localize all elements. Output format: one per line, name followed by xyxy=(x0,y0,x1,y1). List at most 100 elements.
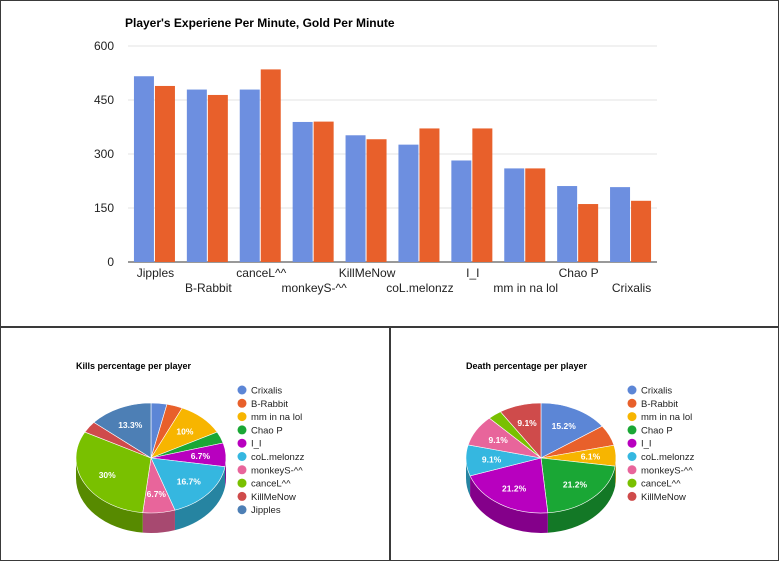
legend-label: B-Rabbit xyxy=(641,399,678,410)
pie-slice xyxy=(540,402,603,459)
bar xyxy=(260,69,281,263)
legend-marker xyxy=(627,398,637,408)
bar xyxy=(133,76,154,263)
bar xyxy=(186,89,207,262)
pie-slice-label: 6.7% xyxy=(147,489,167,499)
pie-slice xyxy=(93,402,152,459)
legend-label: monkeyS-^^ xyxy=(641,465,693,476)
pie-slice xyxy=(540,457,616,514)
pie-slice-side xyxy=(470,475,548,533)
legend-label: canceL^^ xyxy=(641,479,681,490)
pie-slice-label: 21.2% xyxy=(502,483,527,493)
pie-slice-label: 6.7% xyxy=(191,451,211,461)
pie-slice-side xyxy=(142,510,175,533)
pie-slice xyxy=(150,457,226,511)
legend-marker xyxy=(627,425,637,435)
x-tick-label: KillMeNow xyxy=(339,266,396,280)
bar xyxy=(610,187,631,262)
bar xyxy=(631,200,652,262)
legend-label: Chao P xyxy=(251,425,283,436)
bar-chart-panel: Player's Experiene Per Minute, Gold Per … xyxy=(0,0,779,327)
legend-marker xyxy=(627,385,637,395)
legend-label: I_I xyxy=(641,439,652,450)
bar xyxy=(154,85,175,263)
kills-pie-chart: Kills percentage per player 10% 6.7% 16.7%… xyxy=(75,361,305,533)
legend-marker xyxy=(627,452,637,461)
legend-marker xyxy=(627,491,637,501)
legend-label: Chao P xyxy=(641,425,673,436)
legend-marker xyxy=(237,452,247,461)
pie-slice xyxy=(469,457,549,514)
legend-label: B-Rabbit xyxy=(251,399,288,410)
legend-label: mm in na lol xyxy=(641,412,692,423)
x-tick-label: Crixalis xyxy=(612,281,651,295)
pie-slice-label: 15.2% xyxy=(552,421,577,431)
pie-slice-label: 21.2% xyxy=(563,479,588,489)
bar-chart: Player's Experiene Per Minute, Gold Per … xyxy=(94,16,657,295)
legend-label: coL.melonzz xyxy=(251,452,305,463)
pie-slice xyxy=(75,431,152,513)
bar xyxy=(292,121,313,263)
legend-marker xyxy=(237,491,247,501)
bar xyxy=(366,139,387,262)
legend-label: canceL^^ xyxy=(251,479,291,490)
x-tick-label: Jipples xyxy=(137,266,174,280)
pie-slice-side xyxy=(547,466,616,533)
x-tick-label: B-Rabbit xyxy=(185,281,232,295)
pie-slice-side xyxy=(615,458,616,487)
legend-marker xyxy=(237,425,247,435)
y-tick-label: 600 xyxy=(94,39,114,53)
legend-label: Crixalis xyxy=(251,386,282,397)
legend-label: KillMeNow xyxy=(251,492,296,503)
bar xyxy=(525,168,546,262)
bar xyxy=(472,128,493,262)
deaths-pie-panel: Death percentage per player 15.2% 6.1% 21.… xyxy=(389,326,779,561)
pie-slice xyxy=(499,402,542,459)
legend-marker xyxy=(627,465,637,475)
y-tick-label: 0 xyxy=(107,255,114,269)
legend-marker xyxy=(627,438,637,448)
deaths-pie-chart: Death percentage per player 15.2% 6.1% 21.… xyxy=(465,361,695,533)
legend-marker xyxy=(237,478,247,488)
kills-pie-title: Kills percentage per player xyxy=(76,361,192,371)
legend-marker xyxy=(237,438,247,448)
legend-marker xyxy=(627,412,637,422)
bar xyxy=(557,186,578,262)
y-tick-label: 150 xyxy=(94,201,114,215)
legend-marker xyxy=(237,412,247,422)
x-tick-label: coL.melonzz xyxy=(386,281,453,295)
x-tick-label: canceL^^ xyxy=(236,266,286,280)
legend-label: Jipples xyxy=(251,505,281,516)
deaths-pie-title: Death percentage per player xyxy=(466,361,588,371)
bar xyxy=(451,160,472,262)
bar-chart-title: Player's Experiene Per Minute, Gold Per … xyxy=(125,16,395,30)
pie-slice-label: 30% xyxy=(99,470,116,480)
pie-slice-label: 10% xyxy=(176,427,193,437)
pie-slice-side xyxy=(225,458,226,487)
pie-slice-label: 6.1% xyxy=(581,451,601,461)
pie-slice-side xyxy=(76,458,143,533)
x-tick-label: I_I xyxy=(466,266,479,280)
bar xyxy=(578,204,599,262)
pie-slice-label: 9.1% xyxy=(482,455,502,465)
pie-slice-label: 13.3% xyxy=(118,420,143,430)
y-tick-label: 450 xyxy=(94,93,114,107)
bar xyxy=(504,168,525,262)
bar xyxy=(419,128,440,262)
legend-marker xyxy=(237,505,247,515)
legend-label: I_I xyxy=(251,439,262,450)
pie-slice-side xyxy=(174,466,226,531)
bar xyxy=(239,89,260,262)
legend-marker xyxy=(627,478,637,488)
bar xyxy=(398,144,419,262)
legend-label: KillMeNow xyxy=(641,492,686,503)
legend-marker xyxy=(237,465,247,475)
legend-label: coL.melonzz xyxy=(641,452,695,463)
legend-marker xyxy=(237,398,247,408)
x-tick-label: monkeyS-^^ xyxy=(282,281,348,295)
legend-label: monkeyS-^^ xyxy=(251,465,303,476)
legend-marker xyxy=(237,385,247,395)
legend-label: mm in na lol xyxy=(251,412,302,423)
bar xyxy=(345,135,366,262)
pie-slice-label: 16.7% xyxy=(177,476,202,486)
